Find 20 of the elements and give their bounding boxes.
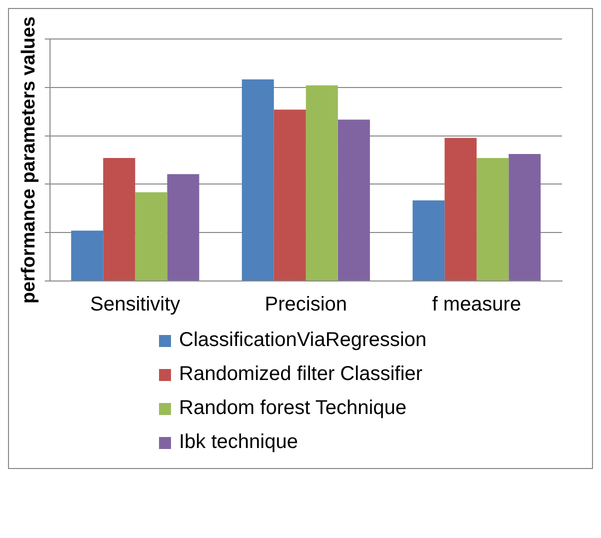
bar	[103, 158, 136, 280]
bar	[167, 174, 200, 280]
x-tick-label: f measure	[432, 294, 522, 316]
bar	[444, 138, 477, 280]
y-axis-title: performance parameters values	[18, 16, 40, 304]
legend-label: Ibk technique	[179, 431, 298, 454]
legend-label: Random forest Technique	[179, 397, 407, 420]
bar	[338, 120, 370, 280]
x-tick-label: Precision	[264, 294, 348, 316]
bar	[274, 110, 306, 280]
bar	[508, 154, 541, 280]
legend-label: Randomized filter Classifier	[179, 363, 422, 386]
bar	[306, 85, 338, 280]
bar	[412, 200, 445, 280]
bar	[476, 158, 509, 280]
bar	[135, 192, 168, 280]
x-tick-label: Sensitivity	[90, 294, 180, 316]
legend-label: ClassificationViaRegression	[179, 329, 427, 352]
bar	[242, 79, 274, 280]
bar	[71, 230, 104, 280]
